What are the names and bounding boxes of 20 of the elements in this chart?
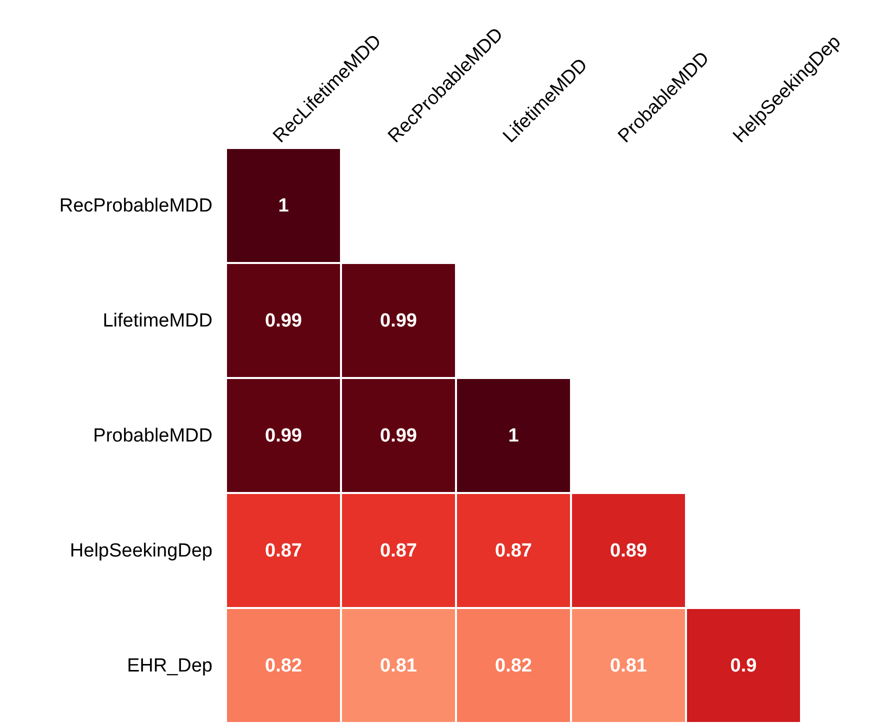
data-label: 0.9 [730, 656, 757, 676]
y-tick-label: HelpSeekingDep [70, 540, 212, 562]
y-tick-label: RecProbableMDD [59, 196, 212, 216]
data-label: 0.81 [610, 656, 648, 676]
data-label: 0.99 [265, 426, 302, 446]
data-label: 0.87 [380, 540, 417, 562]
data-label: 0.89 [610, 540, 647, 562]
y-tick-label: ProbableMDD [93, 426, 212, 446]
data-label: 0.99 [380, 310, 417, 332]
data-label: 0.99 [265, 310, 302, 332]
data-label: 0.87 [265, 540, 302, 562]
data-label: 1 [508, 426, 520, 446]
y-tick-label: EHR_Dep [126, 656, 212, 676]
y-tick-label: LifetimeMDD [102, 310, 212, 332]
data-label: 0.87 [495, 540, 532, 562]
data-label: 0.81 [380, 656, 418, 676]
data-label: 0.82 [495, 656, 532, 676]
data-label: 1 [278, 196, 290, 216]
data-label: 0.82 [265, 656, 302, 676]
data-label: 0.99 [380, 426, 417, 446]
